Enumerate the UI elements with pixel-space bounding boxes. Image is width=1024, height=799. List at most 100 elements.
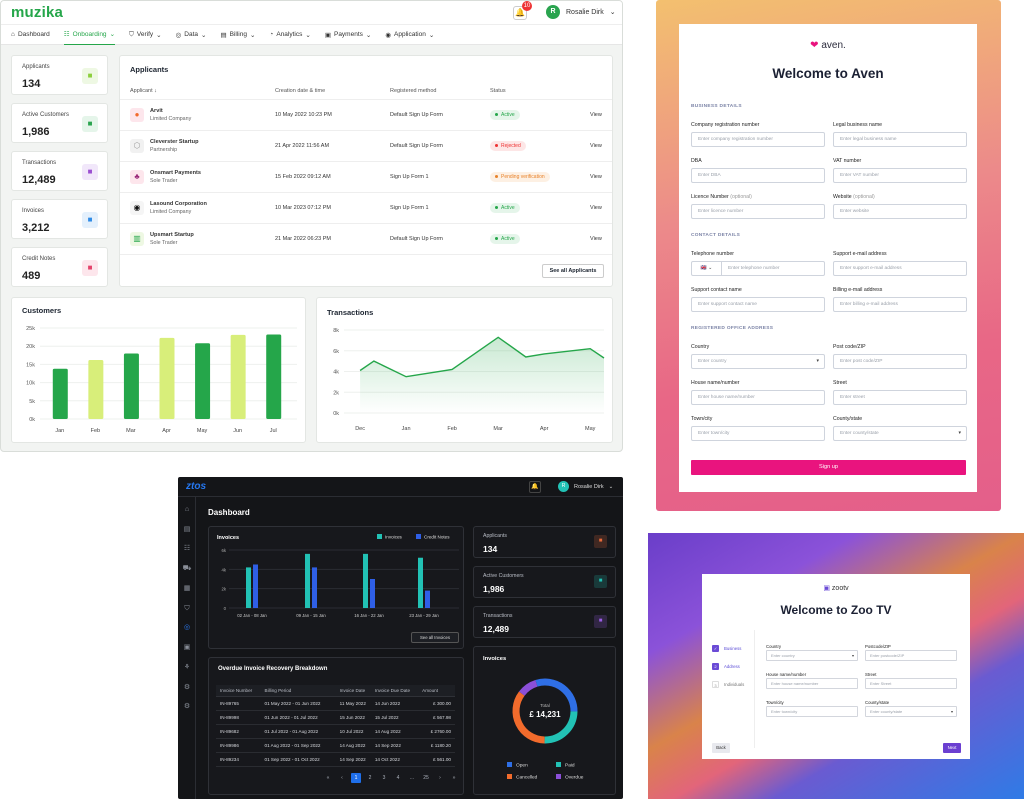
pagination-item[interactable]: 3 — [382, 775, 386, 781]
pagination-item[interactable]: 4 — [396, 775, 400, 781]
pagination-item[interactable]: 25 — [423, 775, 429, 781]
user-menu[interactable]: R Rosalie Dirk ⌄ — [546, 5, 616, 19]
stat-card[interactable]: Credit Notes 489 ■ — [11, 247, 108, 287]
stat-card[interactable]: Transactions 12,489 ■ — [11, 151, 108, 191]
bar[interactable] — [159, 337, 175, 419]
view-link[interactable]: View — [580, 130, 612, 162]
pagination-item[interactable]: 2 — [368, 775, 372, 781]
bar[interactable] — [195, 343, 211, 419]
pagination-item[interactable]: « — [326, 775, 330, 781]
sign-up-button[interactable]: Sign up — [691, 460, 966, 475]
bar[interactable] — [363, 553, 368, 608]
bar[interactable] — [370, 579, 375, 608]
nav-analytics[interactable]: ◔ Analytics ⌄ — [269, 25, 310, 45]
nav-application[interactable]: ◉ Application ⌄ — [385, 25, 434, 45]
input-field[interactable]: Enter county/state ▾ — [865, 706, 957, 717]
input-field[interactable]: Enter county/state ▾ — [833, 426, 967, 441]
bar[interactable] — [123, 353, 139, 419]
nav-onboarding[interactable]: ☷ Onboarding ⌄ — [63, 25, 116, 45]
see-all-applicants-button[interactable]: See all Applicants — [542, 264, 604, 278]
step-individuals[interactable]: 3 Individuals — [712, 681, 744, 688]
series-line[interactable] — [359, 336, 605, 378]
table-row[interactable]: IN-89234 01 Sep 2022 - 01 Oct 2022 14 Sep … — [216, 752, 455, 767]
nav-billing[interactable]: ▤ Billing ⌄ — [220, 25, 255, 45]
pagination-item[interactable]: › — [439, 775, 441, 781]
nav-verify[interactable]: ⛉ Verify ⌄ — [129, 25, 162, 45]
shield-icon[interactable]: ⛉ — [184, 605, 190, 612]
input-field[interactable]: 🇬🇧 ⌄ Enter telephone number — [691, 261, 825, 276]
view-link[interactable]: View — [580, 223, 612, 255]
table-row[interactable]: ◉ Lasound Corporation Limited Company 10 Ma… — [120, 192, 612, 224]
bar[interactable] — [305, 553, 310, 608]
stat-card[interactable]: Active Customers 1,986 ■ — [11, 103, 108, 143]
users-icon[interactable]: ☷ — [183, 545, 191, 552]
view-link[interactable]: View — [580, 161, 612, 193]
registered-method-link[interactable]: Default Sign Up Form — [380, 130, 480, 162]
bell-icon[interactable]: 🔔 10 — [513, 1, 532, 20]
bar[interactable] — [266, 334, 282, 419]
donut-slice[interactable] — [544, 711, 578, 744]
settings-icon[interactable]: ⚙ — [183, 703, 191, 710]
uk-flag-icon[interactable]: 🇬🇧 ⌄ — [692, 262, 722, 275]
input-field[interactable]: Enter website — [833, 204, 967, 219]
stat-card[interactable]: Invoices 3,212 ■ — [11, 199, 108, 239]
input-field[interactable]: Enter town/city — [766, 706, 858, 717]
input-field[interactable]: Enter country ▾ — [766, 650, 858, 661]
network-icon[interactable]: ⚘ — [183, 664, 191, 671]
stat-card[interactable]: Transactions 12,489 ■ — [473, 606, 616, 638]
bar[interactable] — [312, 567, 317, 608]
registered-method-link[interactable]: Sign Up Form 1 — [380, 161, 480, 193]
registered-method-link[interactable]: Default Sign Up Form — [380, 99, 480, 131]
bar[interactable] — [246, 567, 251, 608]
table-row[interactable]: IN-89682 01 Jul 2022 - 01 Aug 2022 10 Jul … — [216, 724, 455, 739]
briefcase-icon[interactable]: ▦ — [183, 585, 191, 592]
ztos-user-menu[interactable]: R Rosalie Dirk ⌄ — [558, 481, 613, 492]
input-field[interactable]: Enter VAT number — [833, 168, 967, 183]
view-link[interactable]: View — [580, 192, 612, 224]
bar[interactable] — [425, 590, 430, 608]
home-icon[interactable]: ⌂ — [184, 506, 190, 513]
input-field[interactable]: Enter company registration number — [691, 132, 825, 147]
input-field[interactable]: Enter house name/number — [691, 390, 825, 405]
table-row[interactable]: IN-89765 01 May 2022 - 01 Jun 2022 11 May … — [216, 696, 455, 711]
nav-payments[interactable]: ▣ Payments ⌄ — [325, 25, 372, 45]
input-field[interactable]: Enter street — [833, 390, 967, 405]
col-applicant[interactable]: Applicant ↓ — [120, 84, 265, 100]
input-field[interactable]: Enter country ▾ — [691, 354, 825, 369]
input-field[interactable]: Enter legal business name — [833, 132, 967, 147]
input-field[interactable]: Enter billing e-mail address — [833, 297, 967, 312]
input-field[interactable]: Enter house name/number — [766, 678, 858, 689]
stat-card[interactable]: Applicants 134 ■ — [473, 526, 616, 558]
database-icon[interactable]: ◎ — [183, 624, 191, 631]
bell-icon[interactable]: 🔔 — [529, 481, 541, 493]
pagination-item[interactable]: ... — [409, 775, 415, 781]
input-field[interactable]: Enter town/city — [691, 426, 825, 441]
stat-card[interactable]: Active Customers 1,986 ■ — [473, 566, 616, 598]
input-field[interactable]: Enter support contact name — [691, 297, 825, 312]
see-all-invoices-button[interactable]: See all Invoices — [411, 632, 459, 643]
table-row[interactable]: ♣ Onsmart Payments Sole Trader 15 Feb 2022 … — [120, 161, 612, 193]
stat-card[interactable]: Applicants 134 ■ — [11, 55, 108, 95]
view-link[interactable]: View — [580, 99, 612, 131]
input-field[interactable]: Enter postcode/ZIP — [865, 650, 957, 661]
input-field[interactable]: Enter support e-mail address — [833, 261, 967, 276]
table-row[interactable]: ⬡ Cleverster Startup Partnership 21 Apr 202… — [120, 130, 612, 162]
truck-icon[interactable]: ⛟ — [182, 565, 192, 572]
registered-method-link[interactable]: Default Sign Up Form — [380, 223, 480, 255]
pagination-item[interactable]: 1 — [351, 773, 361, 783]
bar[interactable] — [253, 564, 258, 609]
pagination-item[interactable]: ‹ — [341, 775, 343, 781]
next-button[interactable]: Next — [943, 743, 961, 753]
registered-method-link[interactable]: Sign Up Form 1 — [380, 192, 480, 224]
pagination-item[interactable]: » — [452, 775, 456, 781]
clipboard-icon[interactable]: ▣ — [183, 644, 191, 651]
bar[interactable] — [52, 368, 68, 419]
nav-dashboard[interactable]: ⌂ Dashboard — [11, 25, 50, 45]
gear-icon[interactable]: ⚙ — [183, 684, 191, 691]
donut-slice[interactable] — [518, 679, 538, 696]
table-row[interactable]: IN-89986 01 Aug 2022 - 01 Sep 2022 14 Aug … — [216, 738, 455, 753]
input-field[interactable]: Enter post code/ZIP — [833, 354, 967, 369]
step-business[interactable]: ✓ Business — [712, 645, 741, 652]
back-button[interactable]: Back — [712, 743, 730, 753]
input-field[interactable]: Enter Street — [865, 678, 957, 689]
